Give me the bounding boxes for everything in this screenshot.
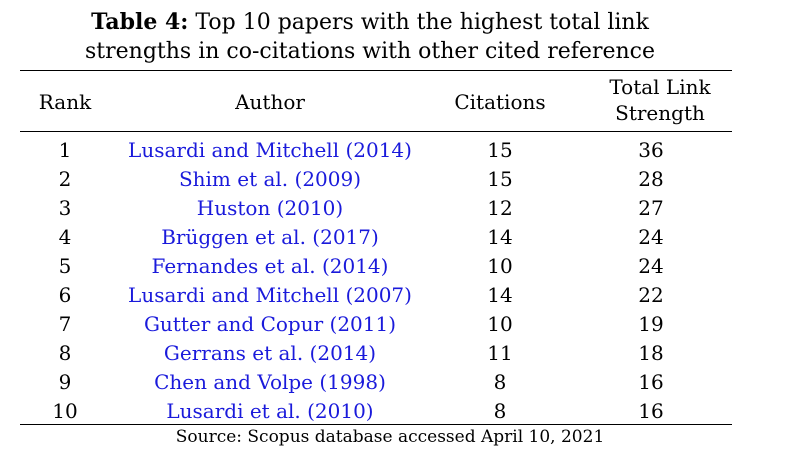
rank-cell: 2 (58, 166, 72, 191)
author-link[interactable]: Chen and Volpe (1998) (154, 369, 386, 394)
citations-cell: 10 (487, 311, 513, 336)
tls-cell: 27 (638, 195, 664, 220)
citations-cell: 8 (493, 398, 507, 423)
author-link[interactable]: Shim et al. (2009) (178, 166, 362, 191)
author-link[interactable]: Huston (2010) (196, 195, 344, 220)
table-row: 6 Lusardi and Mitchell (2007) 14 22 (20, 280, 732, 309)
caption-text: Top 10 papers with the highest total lin… (195, 10, 649, 35)
tls-cell: 16 (638, 398, 664, 423)
table-header-rule (20, 131, 732, 132)
citations-cell: 15 (487, 137, 513, 162)
citations-cell: 14 (487, 282, 513, 307)
author-link[interactable]: Gutter and Copur (2011) (143, 311, 397, 336)
rank-cell: 4 (58, 224, 72, 249)
tls-cell: 24 (638, 224, 664, 249)
caption-line-2: strengths in co-citations with other cit… (85, 39, 655, 64)
column-header-author: Author (235, 90, 305, 114)
rank-cell: 10 (52, 398, 78, 423)
column-header-citations: Citations (454, 90, 546, 114)
table-row: 7 Gutter and Copur (2011) 10 19 (20, 309, 732, 338)
rank-cell: 7 (58, 311, 72, 336)
tls-cell: 22 (638, 282, 664, 307)
rank-cell: 1 (58, 137, 72, 162)
author-link[interactable]: Brüggen et al. (2017) (161, 224, 379, 249)
tls-cell: 24 (638, 253, 664, 278)
column-header-tls-line-1: Total Link (609, 75, 711, 99)
citations-cell: 10 (487, 253, 513, 278)
table-row: 9 Chen and Volpe (1998) 8 16 (20, 367, 732, 396)
rank-cell: 5 (58, 253, 72, 278)
author-link[interactable]: Lusardi and Mitchell (2007) (128, 282, 412, 307)
citations-cell: 11 (487, 340, 513, 365)
author-link[interactable]: Fernandes et al. (2014) (151, 253, 389, 278)
rank-cell: 9 (58, 369, 72, 394)
citations-cell: 8 (493, 369, 507, 394)
tls-cell: 18 (638, 340, 664, 365)
tls-cell: 28 (638, 166, 664, 191)
citations-cell: 12 (487, 195, 513, 220)
citations-cell: 15 (487, 166, 513, 191)
table-row: 5 Fernandes et al. (2014) 10 24 (20, 251, 732, 280)
tls-cell: 19 (638, 311, 664, 336)
author-link[interactable]: Lusardi et al. (2010) (166, 398, 374, 423)
tls-cell: 36 (638, 137, 664, 162)
rank-cell: 6 (58, 282, 72, 307)
column-header-tls-line-2: Strength (615, 101, 705, 125)
table-row: 8 Gerrans et al. (2014) 11 18 (20, 338, 732, 367)
rank-cell: 3 (58, 195, 72, 220)
table-body: 1 Lusardi and Mitchell (2014) 15 36 2 Sh… (20, 135, 732, 425)
table-top-rule (20, 70, 732, 71)
rank-cell: 8 (58, 340, 72, 365)
tls-cell: 16 (638, 369, 664, 394)
table-row: 1 Lusardi and Mitchell (2014) 15 36 (20, 135, 732, 164)
column-header-total-link-strength: Total Link Strength (590, 74, 730, 126)
source-note: Source: Scopus database accessed April 1… (175, 427, 605, 447)
citations-cell: 14 (487, 224, 513, 249)
table-bottom-rule (20, 424, 732, 425)
table-caption: Table 4: Top 10 papers with the highest … (0, 8, 740, 66)
column-header-rank: Rank (38, 90, 92, 114)
author-link[interactable]: Lusardi and Mitchell (2014) (128, 137, 412, 162)
table-row: 10 Lusardi et al. (2010) 8 16 (20, 396, 732, 425)
author-link[interactable]: Gerrans et al. (2014) (163, 340, 377, 365)
caption-label: Table 4: (91, 9, 189, 35)
table-row: 3 Huston (2010) 12 27 (20, 193, 732, 222)
table-row: 2 Shim et al. (2009) 15 28 (20, 164, 732, 193)
caption-line-1: Table 4: Top 10 papers with the highest … (0, 8, 740, 37)
table-row: 4 Brüggen et al. (2017) 14 24 (20, 222, 732, 251)
